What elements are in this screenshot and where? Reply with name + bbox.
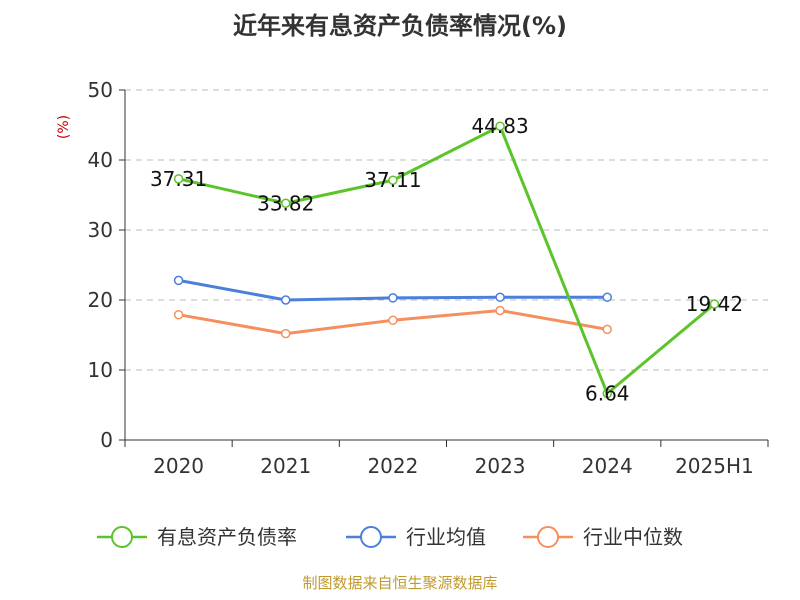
data-point bbox=[602, 324, 612, 335]
axes bbox=[119, 89, 769, 447]
data-point bbox=[388, 293, 398, 303]
series-lines bbox=[173, 121, 720, 399]
legend-marker bbox=[111, 526, 133, 548]
data-label: 37.11 bbox=[364, 168, 421, 192]
data-point bbox=[495, 305, 505, 316]
chart-title: 近年来有息资产负债率情况(%) bbox=[233, 12, 567, 40]
legend-marker bbox=[537, 526, 559, 548]
legend-label: 行业均值 bbox=[406, 525, 486, 549]
x-tick-label: 2025H1 bbox=[675, 454, 754, 478]
data-point bbox=[388, 315, 398, 326]
y-tick-label: 20 bbox=[88, 288, 113, 312]
data-labels: 37.31 33.82 37.11 44.83 6.64 19.42 bbox=[150, 114, 743, 405]
data-point bbox=[495, 292, 505, 302]
x-tick-label: 2022 bbox=[367, 454, 418, 478]
series-line bbox=[178, 124, 716, 396]
x-tick-labels: 2020 2021 2022 2023 2024 2025H1 bbox=[153, 454, 754, 478]
data-point bbox=[173, 309, 184, 320]
x-tick-label: 2024 bbox=[582, 454, 633, 478]
legend-marker bbox=[360, 526, 382, 548]
data-label: 44.83 bbox=[471, 114, 528, 138]
gridlines bbox=[125, 89, 768, 371]
legend-label: 行业中位数 bbox=[583, 525, 683, 549]
data-label: 19.42 bbox=[686, 292, 743, 316]
data-label: 33.82 bbox=[257, 191, 314, 215]
data-point bbox=[495, 121, 505, 131]
legend: 有息资产负债率 行业均值 行业中位数 bbox=[97, 525, 683, 549]
data-label: 37.31 bbox=[150, 167, 207, 191]
y-axis-unit: (%) bbox=[56, 115, 72, 139]
data-point bbox=[173, 275, 184, 286]
y-tick-label: 40 bbox=[88, 148, 113, 172]
data-point bbox=[602, 292, 612, 302]
x-tick-label: 2023 bbox=[475, 454, 526, 478]
x-tick-label: 2020 bbox=[153, 454, 204, 478]
data-label: 6.64 bbox=[585, 382, 630, 406]
data-point bbox=[281, 295, 291, 305]
source-note: 制图数据来自恒生聚源数据库 bbox=[302, 574, 497, 592]
data-point bbox=[602, 388, 612, 399]
data-point bbox=[388, 175, 398, 185]
data-point bbox=[709, 299, 720, 309]
y-tick-label: 30 bbox=[88, 218, 113, 242]
data-point bbox=[173, 174, 184, 184]
legend-label: 有息资产负债率 bbox=[157, 525, 297, 549]
y-tick-label: 50 bbox=[88, 78, 113, 102]
x-tick-label: 2021 bbox=[260, 454, 311, 478]
data-point bbox=[281, 198, 291, 209]
y-tick-label: 0 bbox=[100, 428, 113, 452]
y-tick-label: 10 bbox=[88, 358, 113, 382]
y-tick-labels: 0 10 20 30 40 50 bbox=[88, 78, 113, 452]
data-point bbox=[281, 328, 291, 339]
